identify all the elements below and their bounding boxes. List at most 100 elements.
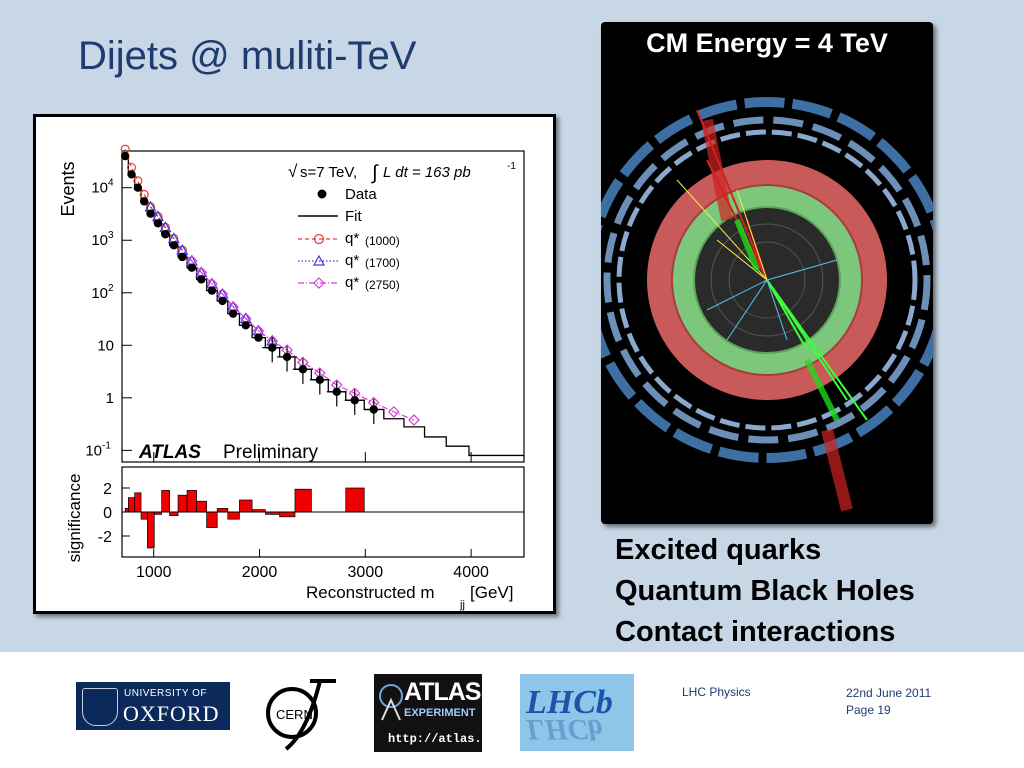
data-point	[350, 396, 359, 405]
significance-bar	[186, 490, 197, 513]
data-point	[254, 333, 263, 342]
fit-histogram	[125, 156, 524, 457]
legend-data-label: Data	[345, 186, 377, 203]
legend-fit-label: Fit	[345, 208, 362, 225]
legend-q1700-label: q*	[345, 252, 359, 269]
legend-q1000-marker	[313, 233, 325, 245]
data-point	[187, 263, 197, 272]
legend-q1000-label: q*	[345, 230, 359, 247]
y-tick-label: 10	[97, 337, 114, 354]
data-point	[268, 343, 277, 352]
cern-ring-icon	[266, 687, 318, 739]
y-tick-exponent: 4	[108, 178, 114, 189]
legend-q1700-marker	[312, 254, 326, 266]
legend-q2750-label: q*	[345, 274, 359, 291]
x-tick-label: 4000	[453, 564, 489, 581]
slide-title: Dijets @ muliti-TeV	[78, 34, 417, 78]
significance-bar	[279, 511, 296, 518]
data-point	[133, 183, 143, 192]
significance-bar	[147, 511, 155, 549]
significance-bar	[294, 488, 312, 513]
significance-axis-label: significance	[65, 474, 84, 563]
topic-item: Excited quarks	[615, 534, 822, 566]
significance-bar	[124, 508, 129, 513]
lumi-exponent: -1	[507, 161, 516, 172]
atlas-logo-line2: EXPERIMENT	[404, 707, 476, 719]
atlas-globe-icon	[379, 684, 403, 708]
significance-bar	[134, 492, 142, 513]
legend-data-marker	[317, 189, 327, 199]
x-axis-label: Reconstructed m	[306, 583, 435, 602]
significance-bar	[140, 511, 148, 520]
significance-tick-label: 0	[103, 505, 112, 522]
event-display: CM Energy = 4 TeV	[601, 22, 933, 524]
significance-bar	[206, 511, 218, 528]
y-axis-label: Events	[58, 161, 78, 216]
significance-bar	[196, 500, 207, 513]
legend-q1000-mass: (1000)	[365, 234, 400, 248]
data-point	[169, 241, 179, 250]
data-point	[228, 309, 238, 318]
data-point	[315, 375, 325, 385]
significance-bar	[127, 497, 136, 513]
footer-course: LHC Physics	[682, 685, 751, 699]
footer-page: Page 19	[846, 703, 891, 717]
lumi-annotation: s=7 TeV,	[300, 164, 357, 181]
integral-icon: ∫	[371, 162, 379, 184]
significance-tick-label: -2	[98, 529, 112, 546]
data-point	[153, 219, 163, 228]
data-point	[127, 170, 136, 179]
atlas-label: ATLAS	[138, 442, 201, 463]
legend-q1700-mass: (1700)	[365, 256, 400, 270]
topics-list: Excited quarks Quantum Black Holes Conta…	[615, 530, 915, 653]
oxford-logo-line2: OXFORD	[123, 701, 220, 726]
data-point	[161, 230, 170, 239]
atlas-preliminary: Preliminary	[223, 442, 319, 463]
atlas-logo-url: http://atlas.ch	[388, 732, 497, 746]
significance-bar	[169, 511, 179, 516]
topic-item: Contact interactions	[615, 616, 896, 648]
footer-date: 22nd June 2011	[846, 686, 932, 700]
y-tick-label: 10	[91, 232, 108, 249]
significance-bar	[227, 511, 240, 520]
lhcb-logo: LHCb LHCb	[520, 674, 634, 751]
data-point	[120, 151, 130, 161]
data-point	[298, 365, 308, 374]
lhcb-logo-reflection: LHCb	[526, 713, 603, 746]
dijet-mass-chart: Events significance √ s=7 TeV, ∫ L dt = …	[58, 144, 525, 611]
oxford-logo-line1: UNIVERSITY OF	[124, 688, 207, 699]
q2750-marker	[408, 414, 420, 426]
cern-logo: CERN	[262, 675, 342, 752]
cern-track-icon	[284, 679, 336, 751]
data-point	[332, 387, 341, 397]
data-point	[241, 321, 250, 330]
y-tick-label: 1	[106, 390, 114, 407]
y-tick-label: 10	[85, 442, 102, 459]
x-tick-label: 3000	[348, 564, 384, 581]
legend-q2750-marker	[313, 277, 325, 289]
lumi-sqrt-icon: √	[288, 162, 298, 181]
y-tick-label: 10	[91, 180, 108, 197]
significance-tick-label: 2	[103, 481, 112, 498]
data-point	[197, 275, 206, 284]
atlas-logo: ATLAS EXPERIMENT http://atlas.ch	[374, 674, 496, 752]
x-tick-label: 1000	[136, 564, 172, 581]
significance-bar	[177, 494, 188, 513]
y-tick-exponent: -1	[102, 440, 111, 451]
dijet-mass-plot: Events significance √ s=7 TeV, ∫ L dt = …	[33, 114, 556, 614]
data-point	[207, 286, 217, 295]
lhcb-logo-text: LHCb	[526, 684, 613, 721]
data-point	[146, 209, 155, 218]
data-point	[282, 352, 292, 362]
q2750-curve	[191, 260, 415, 421]
oxford-crest-icon	[82, 688, 118, 726]
y-tick-exponent: 2	[108, 283, 114, 294]
significance-bar	[345, 487, 365, 513]
y-tick-exponent: 3	[108, 230, 114, 241]
y-tick-label: 10	[91, 285, 108, 302]
main-plot-frame	[121, 150, 525, 463]
topic-item: Quantum Black Holes	[615, 575, 915, 607]
atlas-logo-line1: ATLAS	[404, 678, 481, 706]
data-point	[218, 296, 227, 306]
atlas-event-display-image	[601, 97, 933, 512]
